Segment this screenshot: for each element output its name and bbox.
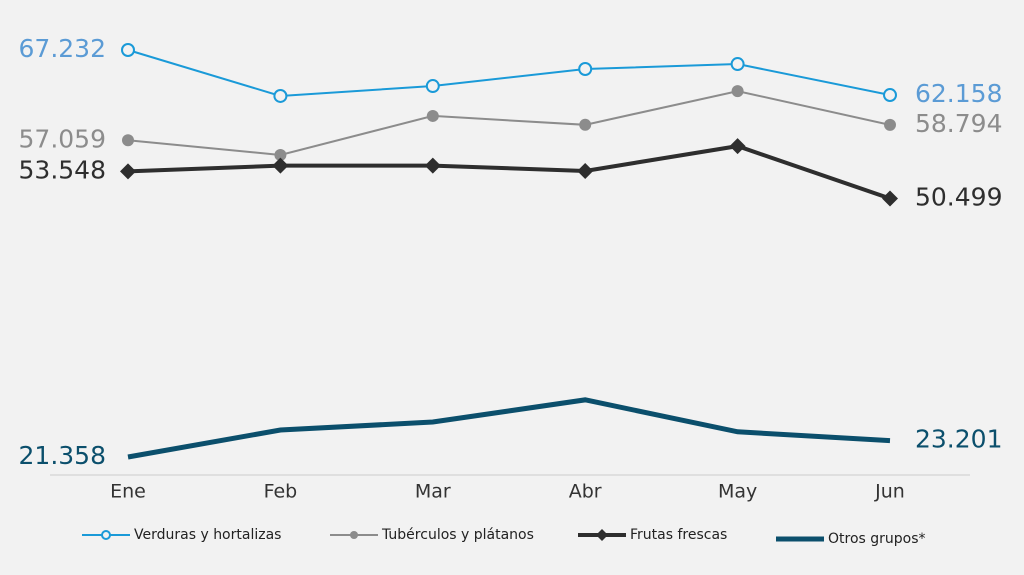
legend-label: Otros grupos* xyxy=(828,531,926,547)
marker xyxy=(596,529,608,541)
legend-item: Tubérculos y plátanos xyxy=(330,527,534,543)
marker xyxy=(882,190,898,207)
marker xyxy=(426,109,439,122)
legend-item: Otros grupos* xyxy=(776,531,926,547)
series-line xyxy=(127,90,891,156)
marker xyxy=(730,57,745,72)
legend-item: Frutas frescas xyxy=(578,527,727,543)
marker xyxy=(579,118,592,131)
value-label: 58.794 xyxy=(915,109,1002,138)
value-label: 50.499 xyxy=(915,182,1002,211)
marker xyxy=(273,88,288,103)
marker xyxy=(425,79,440,94)
marker xyxy=(578,62,593,77)
legend-item: Verduras y hortalizas xyxy=(82,527,281,543)
marker xyxy=(120,163,136,180)
value-label: 21.358 xyxy=(19,441,106,470)
value-label: 67.232 xyxy=(19,34,106,63)
x-tick-label: Abr xyxy=(569,481,602,503)
series-line xyxy=(127,144,891,201)
marker xyxy=(884,118,896,131)
x-tick-label: Mar xyxy=(415,481,451,503)
marker xyxy=(272,157,289,174)
value-label: 53.548 xyxy=(19,155,106,184)
legend-label: Verduras y hortalizas xyxy=(134,527,281,543)
x-tick-label: Jun xyxy=(874,481,905,503)
legend-label: Tubérculos y plátanos xyxy=(381,527,534,543)
marker xyxy=(729,138,746,155)
value-label: 57.059 xyxy=(19,124,106,153)
series-line xyxy=(127,49,891,97)
x-tick-label: Ene xyxy=(110,481,146,503)
marker xyxy=(424,157,441,174)
value-label: 62.158 xyxy=(915,79,1002,108)
series-line xyxy=(127,397,891,460)
x-tick-label: May xyxy=(718,481,757,503)
marker xyxy=(731,85,744,98)
marker xyxy=(577,162,594,179)
x-tick-label: Feb xyxy=(264,481,298,503)
marker xyxy=(101,530,111,540)
marker xyxy=(350,531,358,539)
marker xyxy=(121,43,135,57)
value-label: 23.201 xyxy=(915,425,1002,454)
legend-label: Frutas frescas xyxy=(630,527,727,543)
marker xyxy=(883,88,897,103)
marker xyxy=(274,148,287,161)
marker xyxy=(122,134,134,147)
